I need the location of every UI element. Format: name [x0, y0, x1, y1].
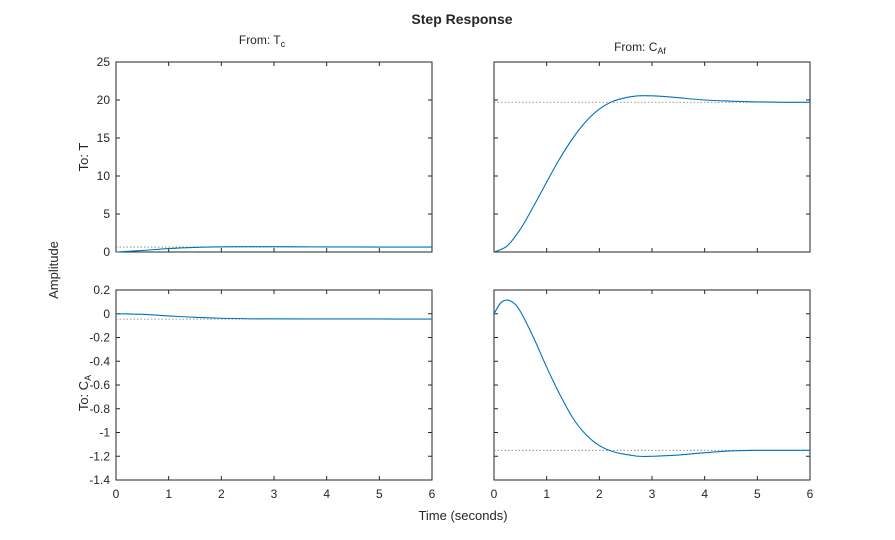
y-tick-label: -0.6	[89, 378, 110, 392]
y-tick-label: 20	[97, 93, 111, 107]
x-tick-label: 1	[543, 487, 550, 501]
output-label-0: To: T	[76, 143, 91, 172]
series-line-tc-to-t	[115, 246, 432, 253]
x-tick-label: 1	[165, 487, 172, 501]
y-tick-label: 15	[97, 131, 111, 145]
y-tick-label: 10	[97, 169, 111, 183]
series-line-tc-to-ca	[115, 313, 433, 320]
x-tick-label: 4	[323, 487, 330, 501]
x-tick-label: 6	[429, 487, 436, 501]
y-tick-label: 0.2	[93, 283, 110, 297]
y-tick-label: 0	[103, 245, 110, 259]
x-tick-label: 0	[113, 487, 120, 501]
x-tick-label: 3	[271, 487, 278, 501]
input-label-1: From: CAf	[614, 40, 666, 56]
y-tick-label: 25	[97, 55, 111, 69]
y-axis-label: Amplitude	[46, 241, 61, 299]
axes-frame-1-0	[115, 289, 433, 481]
chart-title: Step Response	[411, 11, 512, 27]
series-line-caf-to-t	[493, 95, 811, 253]
x-axis-label: Time (seconds)	[418, 508, 507, 523]
y-tick-label: -0.4	[89, 354, 110, 368]
y-tick-label: -1	[99, 426, 110, 440]
series-line-caf-to-ca	[493, 299, 810, 457]
y-tick-label: -0.2	[89, 331, 110, 345]
x-tick-label: 2	[218, 487, 225, 501]
y-tick-label: -1.4	[89, 473, 110, 487]
output-label-1: To: CA	[76, 375, 93, 411]
x-tick-label: 4	[701, 487, 708, 501]
x-tick-label: 3	[649, 487, 656, 501]
x-tick-label: 2	[596, 487, 603, 501]
y-tick-label: 0	[103, 307, 110, 321]
x-tick-label: 0	[491, 487, 498, 501]
y-tick-label: -1.2	[89, 449, 110, 463]
y-tick-label: -0.8	[89, 402, 110, 416]
x-tick-label: 5	[376, 487, 383, 501]
y-tick-label: 5	[103, 207, 110, 221]
input-label-0: From: Tc	[239, 33, 286, 49]
axes-frame-1-1	[493, 289, 811, 481]
axes-frame-0-0	[115, 61, 433, 253]
x-tick-label: 6	[807, 487, 814, 501]
x-tick-label: 5	[754, 487, 761, 501]
axes-frame-0-1	[493, 61, 811, 253]
